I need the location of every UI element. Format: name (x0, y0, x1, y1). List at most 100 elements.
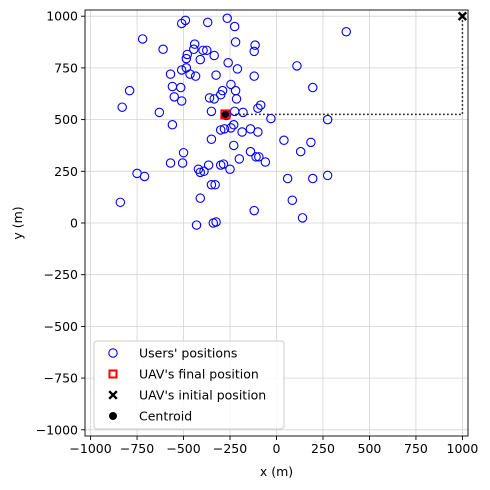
user-point (229, 106, 240, 117)
uav-initial-stroke (457, 11, 468, 21)
user-point (287, 195, 298, 206)
y-tick-label: 250 (54, 164, 78, 179)
user-point (195, 193, 206, 203)
user-point (228, 120, 239, 130)
uav-markers (220, 11, 468, 120)
axis-ticks: −1000 −750 −500 −250 0 250 500 750 1000 −1000 −750… (36, 9, 479, 456)
legend-users-marker (108, 348, 118, 358)
uav-initial-marker (457, 11, 468, 21)
user-point (204, 93, 215, 103)
user-point (117, 102, 127, 112)
user-point (266, 113, 276, 124)
user-point (202, 45, 212, 56)
user-point (211, 217, 221, 227)
user-point (308, 173, 318, 184)
uav-trajectory (225, 16, 464, 116)
user-point (222, 13, 232, 24)
y-axis-label: y (m) (10, 206, 25, 239)
user-point (189, 44, 199, 55)
user-point (193, 164, 204, 174)
user-point (322, 114, 333, 125)
x-tick-label: 1000 (447, 441, 479, 456)
x-tick-label: −750 (120, 441, 154, 456)
user-point (178, 147, 189, 158)
user-point (219, 124, 230, 134)
user-point (199, 166, 209, 177)
user-point (185, 69, 195, 79)
user-point (249, 71, 259, 81)
user-point (210, 179, 220, 190)
user-point (190, 71, 201, 81)
user-point (176, 18, 187, 29)
user-point (254, 152, 264, 162)
user-point (206, 106, 217, 117)
centroid-marker (221, 110, 229, 119)
user-point (297, 213, 308, 223)
legend-users-label: Users' positions (139, 346, 237, 361)
y-tick-label: −500 (44, 319, 78, 334)
y-tick-label: 500 (54, 112, 78, 127)
user-point (139, 171, 150, 182)
x-tick-label: 750 (404, 441, 428, 456)
user-point (202, 17, 213, 28)
y-tick-label: 1000 (46, 9, 78, 24)
user-point (218, 159, 229, 169)
user-point (308, 82, 318, 93)
x-tick-label: 500 (358, 441, 382, 456)
user-point (195, 54, 206, 65)
legend: Users' positions UAV's final position UA… (93, 340, 285, 430)
user-point (322, 170, 333, 181)
user-point (215, 90, 226, 100)
user-point (209, 50, 219, 61)
uav-path-line (225, 16, 464, 116)
user-point (260, 157, 271, 167)
user-point (292, 61, 302, 71)
user-point (206, 179, 217, 190)
user-point (198, 45, 208, 56)
x-axis-label: x (m) (260, 464, 293, 479)
user-point (176, 65, 187, 75)
legend-uav-final-label: UAV's final position (139, 367, 259, 382)
user-point (232, 64, 243, 74)
user-point (167, 81, 178, 92)
user-point (217, 85, 228, 96)
user-point (167, 120, 178, 130)
user-point (195, 167, 206, 178)
user-point (279, 135, 289, 146)
user-point (206, 134, 217, 144)
x-tick-label: −1000 (69, 441, 111, 456)
user-point (245, 146, 256, 157)
user-point (176, 82, 186, 93)
y-tick-label: −750 (44, 371, 78, 386)
user-point (154, 107, 165, 118)
user-point (255, 100, 266, 110)
user-point (137, 34, 148, 44)
user-point (230, 85, 241, 96)
user-point (238, 107, 248, 118)
user-point (234, 154, 245, 164)
user-point (230, 37, 241, 47)
user-point (237, 127, 247, 137)
user-point (124, 85, 135, 96)
user-point (306, 137, 316, 148)
legend-box (93, 340, 285, 430)
user-point (176, 96, 187, 106)
user-point (165, 69, 176, 79)
user-point (253, 103, 263, 113)
legend-centroid-marker (109, 412, 117, 420)
x-tick-label: −250 (213, 441, 247, 456)
legend-uav-initial-marker (108, 390, 118, 400)
y-tick-label: 0 (70, 216, 78, 231)
users-series (115, 13, 351, 230)
user-point (249, 46, 259, 57)
user-point (231, 94, 242, 104)
uav-final-marker (220, 109, 231, 120)
user-point (341, 26, 351, 37)
y-tick-label: −250 (44, 267, 78, 282)
user-point (282, 173, 293, 184)
user-point (226, 123, 236, 133)
user-point (177, 158, 188, 168)
user-point (191, 220, 202, 230)
user-point (226, 79, 236, 90)
user-point (253, 127, 263, 137)
